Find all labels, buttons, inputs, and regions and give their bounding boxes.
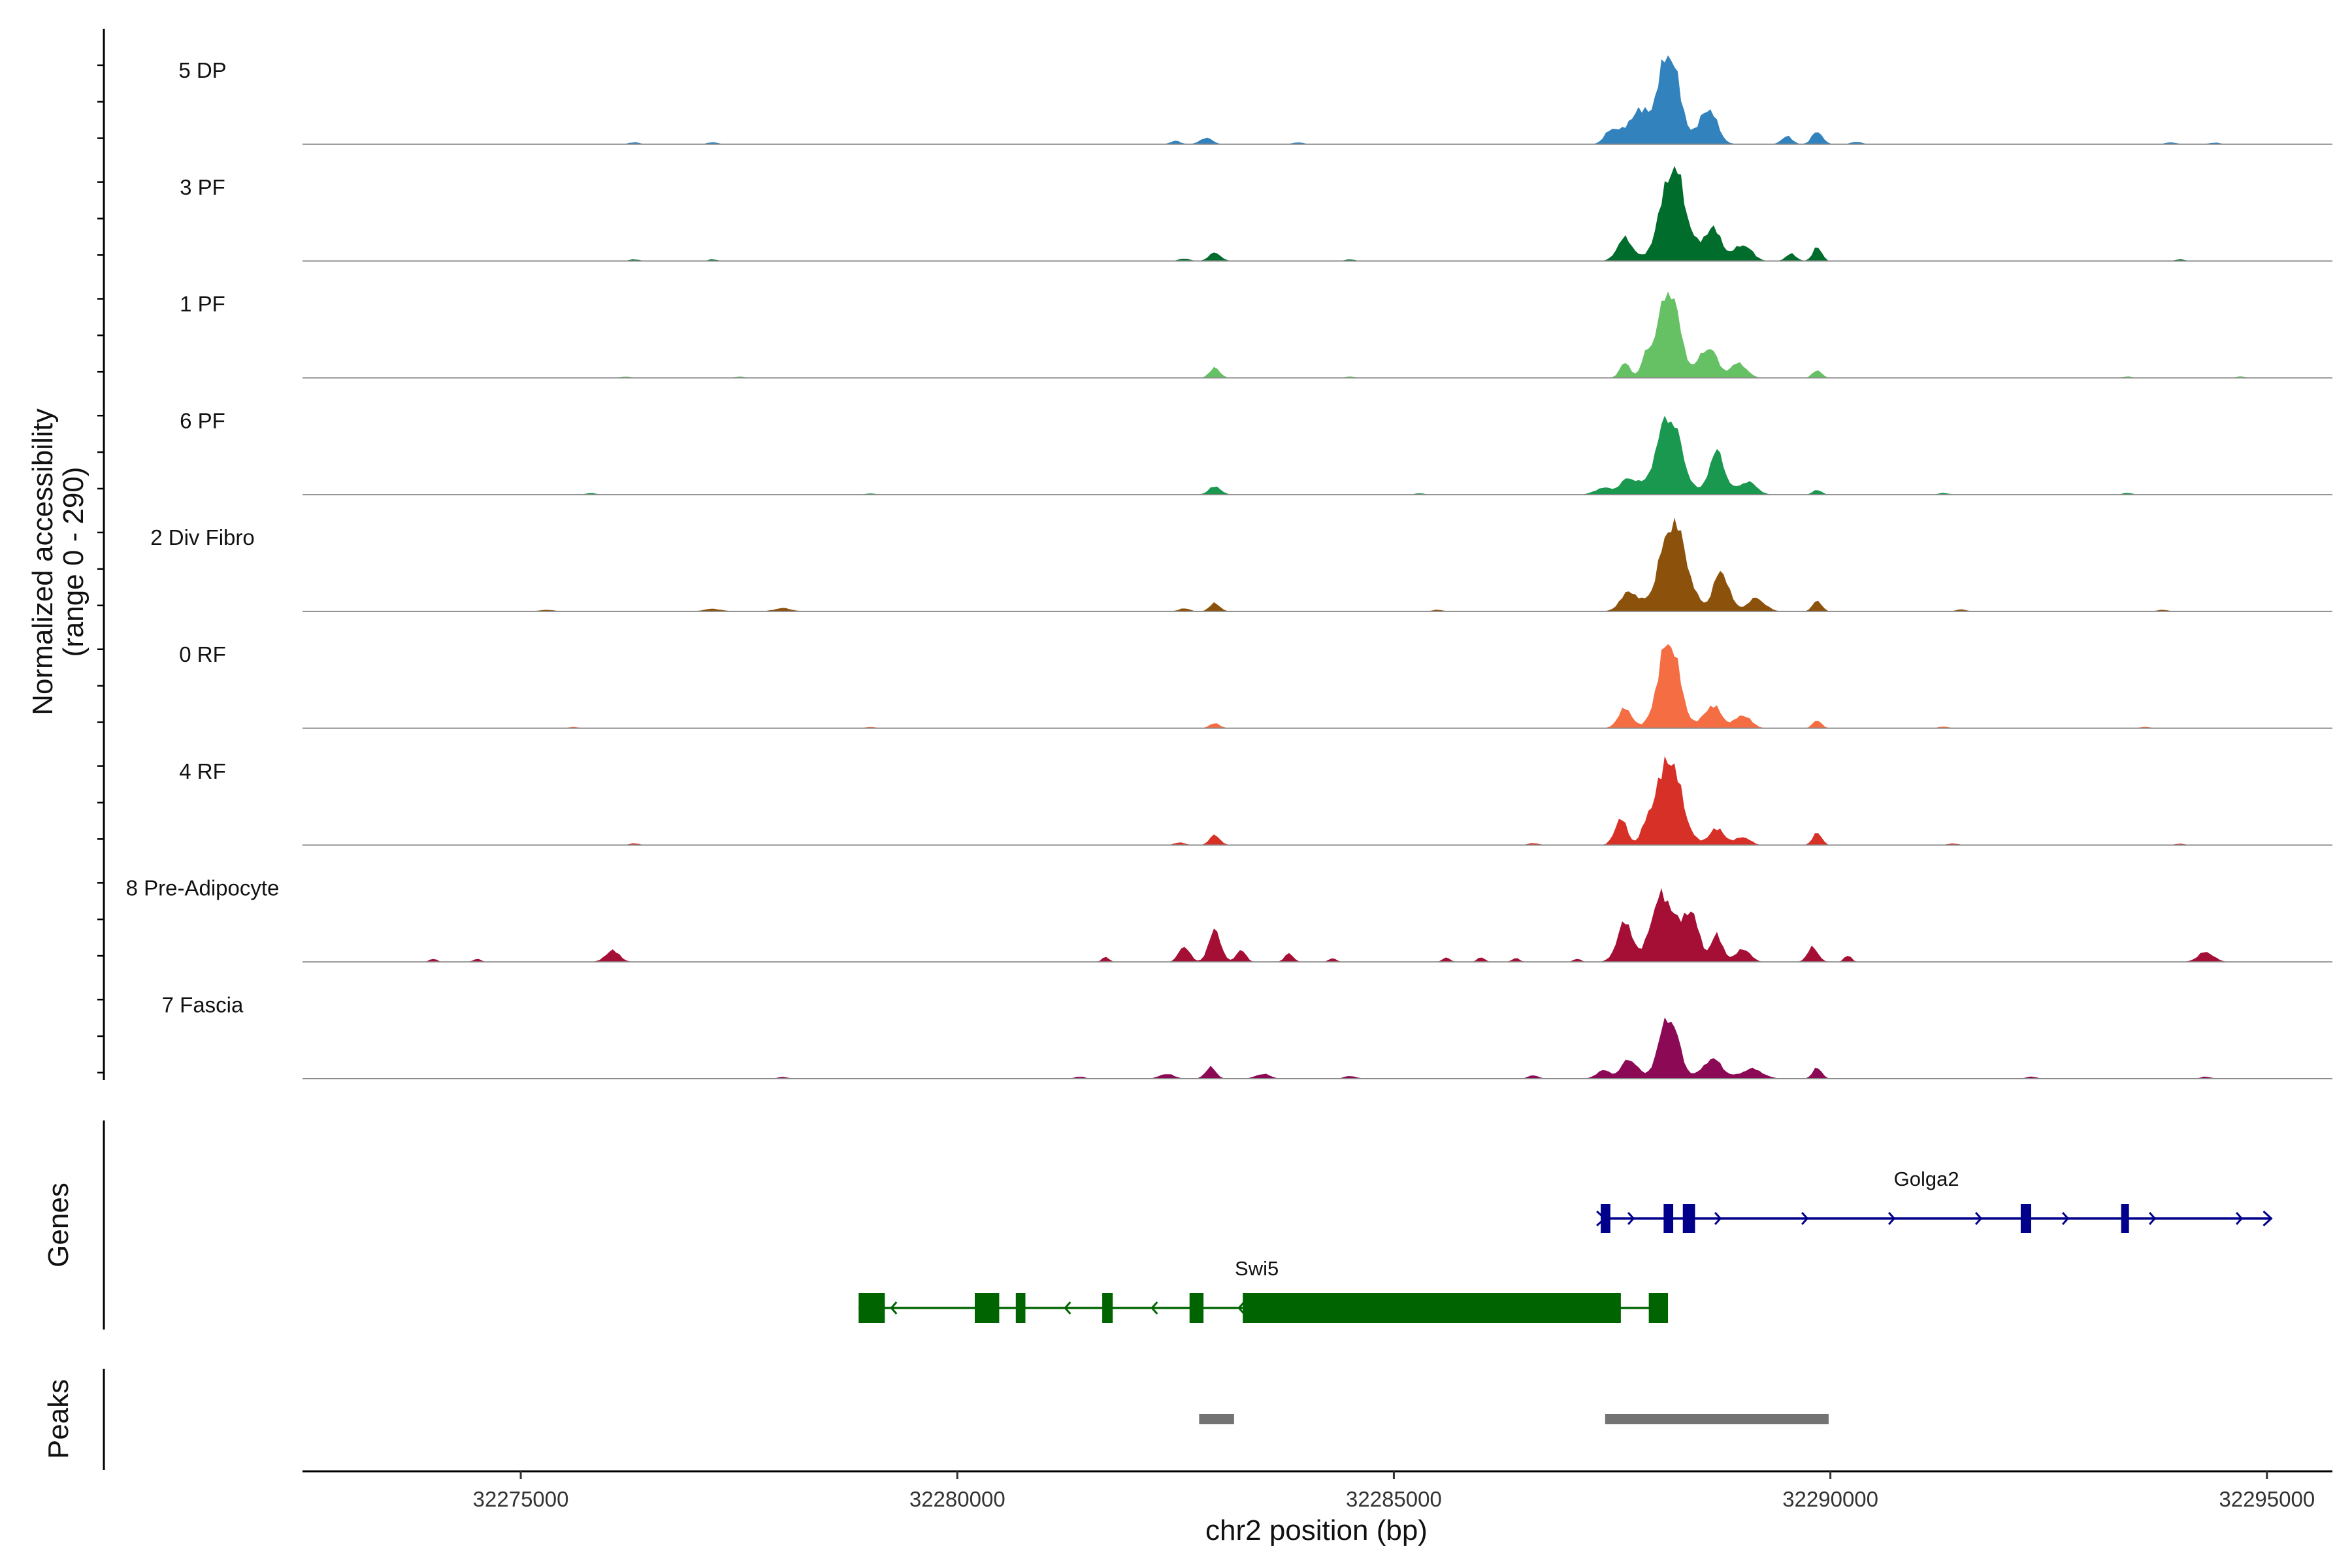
strand-arrow: [1801, 1212, 1809, 1225]
coverage-track: 2 Div Fibro: [150, 517, 2332, 612]
strand-arrow: [1714, 1212, 1722, 1225]
gene-exon: [1601, 1204, 1610, 1233]
x-tick-label: 32280000: [909, 1487, 1005, 1511]
coverage-area: [302, 644, 2272, 728]
gene-exon: [858, 1293, 885, 1323]
gene-exon: [974, 1293, 1000, 1323]
strand-arrow: [1627, 1212, 1635, 1225]
peaks-axis-title: Peaks: [42, 1379, 74, 1459]
track-label: 6 PF: [180, 408, 225, 433]
coverage-area: [302, 416, 2272, 495]
gene-exon: [2020, 1204, 2031, 1233]
coverage-track: 3 PF: [180, 165, 2332, 262]
strand-arrow: [1237, 1301, 1245, 1315]
gene-model: Swi5: [858, 1257, 1669, 1323]
track-label: 8 Pre-Adipocyte: [126, 876, 280, 900]
x-tick-label: 32295000: [2219, 1487, 2315, 1511]
peak-region: [1199, 1414, 1234, 1424]
x-tick-label: 32285000: [1346, 1487, 1442, 1511]
coverage-area: [302, 165, 2272, 261]
gene-exon: [1189, 1293, 1204, 1323]
coverage-track: 1 PF: [180, 291, 2332, 379]
strand-arrow: [2149, 1212, 2157, 1225]
coverage-track: 5 DP: [178, 55, 2332, 145]
gene-label: Golga2: [1894, 1168, 1959, 1190]
x-tick-label: 32290000: [1782, 1487, 1878, 1511]
strand-arrow: [2236, 1212, 2244, 1225]
strand-arrow: [1888, 1212, 1896, 1225]
coverage-track: 6 PF: [180, 408, 2332, 496]
strand-arrow: [2062, 1212, 2070, 1225]
coverage-track: 7 Fascia: [162, 992, 2332, 1079]
x-axis-title: chr2 position (bp): [1205, 1514, 1428, 1546]
coverage-tracks: 5 DP 3 PF 1 PF 6 PF 2 Div Fibro 0 RF 4 RF 8 Pre…: [126, 55, 2332, 1079]
coverage-area: [302, 517, 2272, 612]
coverage-area: [302, 55, 2272, 144]
coverage-y-axis-ticks: [97, 64, 104, 1074]
strand-arrow: [1064, 1301, 1071, 1315]
x-axis-ticks: 32275000 32280000 32285000 32290000 32295000: [473, 1471, 2315, 1511]
gene-label: Swi5: [1235, 1257, 1279, 1280]
gene-exon: [1243, 1293, 1621, 1323]
gene-annotation-track: Golga2 Swi5: [858, 1168, 2273, 1323]
y-axis-title-line2: (range 0 - 290): [57, 466, 90, 657]
track-label: 2 Div Fibro: [150, 525, 255, 549]
strand-arrow: [890, 1301, 898, 1315]
gene-exon: [1102, 1293, 1113, 1323]
coverage-track: 0 RF: [179, 642, 2332, 729]
gene-exon: [1682, 1204, 1695, 1233]
track-label: 0 RF: [179, 642, 226, 666]
strand-arrow: [1975, 1212, 1983, 1225]
track-label: 5 DP: [178, 58, 226, 82]
track-label: 4 RF: [179, 759, 226, 783]
track-label: 7 Fascia: [162, 992, 244, 1017]
peak-region: [1605, 1414, 1829, 1424]
coverage-track: 8 Pre-Adipocyte: [126, 876, 2332, 963]
strand-arrow: [2262, 1210, 2273, 1227]
y-axis-title-line1: Normalized accessibility: [27, 408, 59, 715]
peak-regions-track: [1199, 1414, 1829, 1424]
coverage-track: 4 RF: [179, 756, 2332, 846]
coverage-area: [302, 291, 2272, 378]
track-label: 1 PF: [180, 292, 225, 316]
coverage-area: [302, 888, 2272, 962]
gene-model: Golga2: [1596, 1168, 2273, 1233]
gene-exon: [1663, 1204, 1674, 1233]
track-label: 3 PF: [180, 175, 225, 199]
x-tick-label: 32275000: [473, 1487, 569, 1511]
genes-axis-title: Genes: [42, 1183, 74, 1267]
coverage-area: [302, 756, 2272, 845]
gene-exon: [2121, 1204, 2129, 1233]
gene-exon: [1015, 1293, 1026, 1323]
strand-arrow: [1151, 1301, 1158, 1315]
coverage-area: [302, 1017, 2272, 1079]
gene-exon: [1648, 1293, 1669, 1323]
